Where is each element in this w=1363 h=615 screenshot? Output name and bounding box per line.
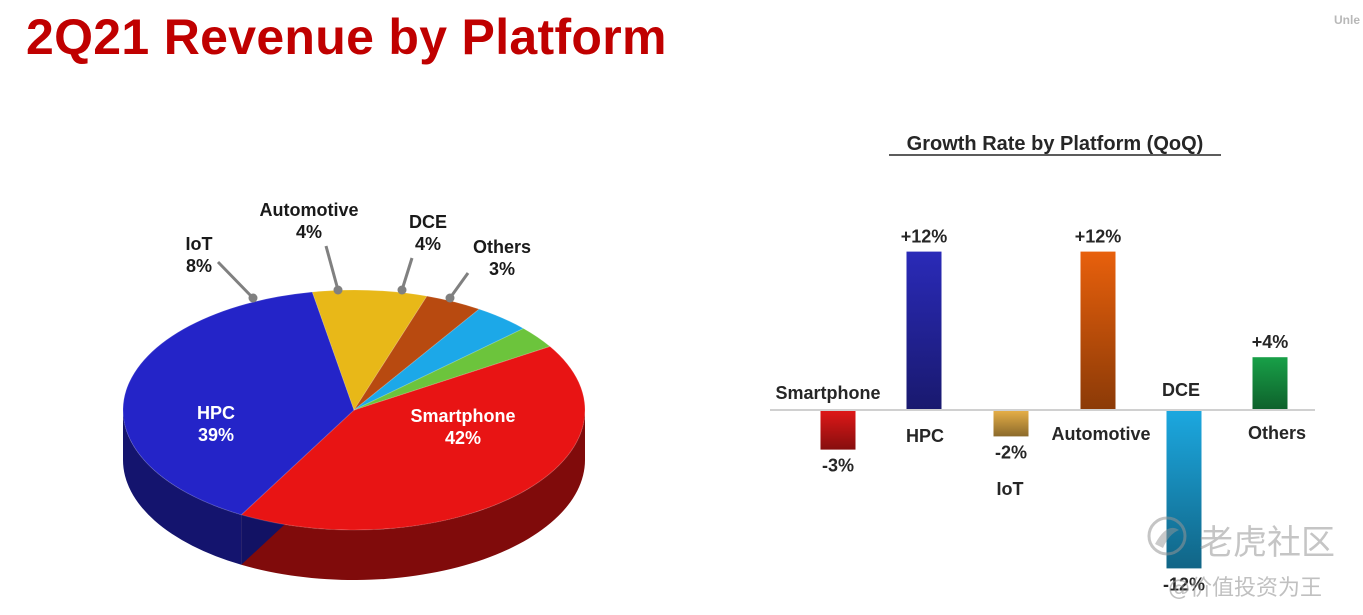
bar-chart-title: Growth Rate by Platform (QoQ) (907, 133, 1204, 155)
pie-leader-dot-automotive (333, 285, 343, 295)
bar-value-dce: -12% (1163, 574, 1205, 594)
pie-side-hpc (123, 410, 242, 565)
bar-category-smartphone: Smartphone (775, 383, 880, 403)
bar-value-automotive: +12% (1075, 227, 1122, 247)
bar-smartphone (820, 410, 856, 450)
bar-category-dce: DCE (1162, 380, 1200, 400)
pie-leader-others (448, 272, 470, 299)
pie-label-automotive: Automotive (260, 200, 359, 220)
pie-side-smartphone (241, 410, 585, 581)
page-title: 2Q21 Revenue by Platform (26, 9, 667, 65)
bar-marks (820, 251, 1288, 569)
pie-label-smartphone: Smartphone (410, 406, 515, 426)
bar-labels: -3% +12% -2% +12% -12% +4% Smartphone HPC IoT Aut… (775, 227, 1306, 595)
bar-hpc (906, 251, 942, 410)
pie-label-dce: DCE (409, 212, 447, 232)
watermark-slogan: @价值投资为王 (1168, 576, 1323, 601)
pie-slice-hpc (122, 291, 355, 516)
bar-automotive (1080, 251, 1116, 410)
pie-value-others: 3% (489, 259, 515, 279)
pie-value-automotive: 4% (296, 222, 322, 242)
pie-leader-dot-iot (248, 293, 258, 303)
pie-leader-automotive (324, 245, 340, 291)
bar-category-iot: IoT (997, 479, 1024, 499)
pie-leader-iot (216, 260, 255, 300)
pie-label-hpc: HPC (197, 403, 235, 423)
bar-category-others: Others (1248, 423, 1306, 443)
watermark-circle-icon (1147, 516, 1187, 556)
pie-slice-iot (311, 289, 428, 412)
pie-leader-dce (400, 257, 414, 291)
pie-slice-others (353, 327, 551, 411)
pie-leader-dot-others (445, 293, 455, 303)
pie-label-others: Others (473, 237, 531, 257)
pie-leader-lines (216, 245, 470, 303)
pie-value-hpc: 39% (198, 425, 234, 445)
pie-value-dce: 4% (415, 234, 441, 254)
pie-value-smartphone: 42% (445, 428, 481, 448)
pie-value-iot: 8% (186, 256, 212, 276)
pie-slice-dce (353, 308, 525, 411)
corner-text: Unle (1334, 13, 1361, 27)
watermark-swirl-icon (1155, 527, 1179, 548)
bar-value-smartphone: -3% (822, 456, 854, 476)
pie-top (122, 289, 586, 531)
pie-label-iot: IoT (186, 234, 213, 254)
watermark-logo (1147, 516, 1187, 556)
bar-others (1252, 357, 1288, 410)
bar-value-hpc: +12% (901, 227, 948, 247)
pie-slice-smartphone (240, 345, 586, 531)
bar-value-iot: -2% (995, 442, 1027, 462)
bar-category-automotive: Automotive (1052, 424, 1151, 444)
bar-value-others: +4% (1252, 332, 1289, 352)
bar-iot (993, 410, 1029, 437)
pie-leader-dot-dce (397, 285, 407, 295)
bar-category-hpc: HPC (906, 426, 944, 446)
pie-slice-automotive (353, 295, 481, 411)
watermark-name: 老虎社区 (1199, 523, 1335, 563)
